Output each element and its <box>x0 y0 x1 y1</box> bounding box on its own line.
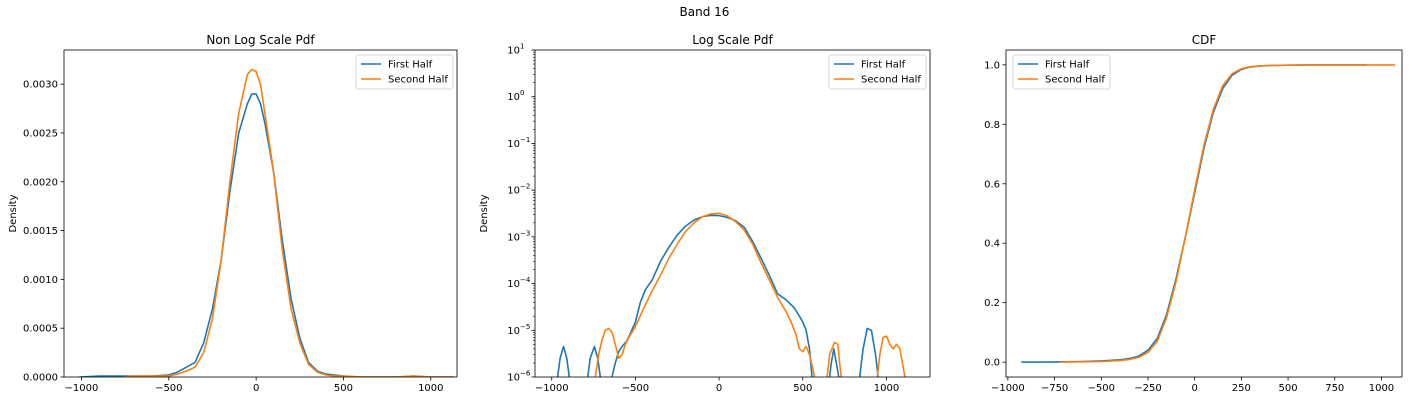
x-tick-label: −1000 <box>991 383 1025 394</box>
series-line-second-half-seg-0 <box>122 68 455 377</box>
x-tick-label: 250 <box>1232 383 1251 394</box>
series-line-second-half-seg-2 <box>876 335 906 377</box>
y-tick-label: 0.0000 <box>23 373 58 384</box>
y-tick-label: 0.0020 <box>23 177 58 188</box>
legend-label: First Half <box>1045 60 1090 71</box>
y-axis-label: Density <box>8 194 19 232</box>
y-tick-label: 10 <box>507 139 520 150</box>
legend-label: Second Half <box>861 75 921 86</box>
y-tick-label: 1.0 <box>984 60 1000 71</box>
legend-label: First Half <box>861 60 906 71</box>
x-tick-label: 500 <box>334 383 353 394</box>
x-tick-label: 750 <box>1325 383 1344 394</box>
y-axis-label: Density <box>479 194 490 232</box>
y-tick-exponent: 1 <box>520 43 524 51</box>
legend: First Half Second Half <box>1012 54 1111 90</box>
series-group <box>1021 64 1396 363</box>
y-tick-label: 0.6 <box>984 179 1000 190</box>
x-tick-label: 1000 <box>874 383 899 394</box>
x-tick-label: 1000 <box>1369 383 1394 394</box>
series-group <box>78 68 455 377</box>
y-tick-label: 0.0 <box>984 358 1000 369</box>
x-tick-label: 0 <box>1191 383 1197 394</box>
legend-label: Second Half <box>388 75 448 86</box>
chart-title: CDF <box>1192 33 1217 47</box>
y-tick-label: 0.0030 <box>23 80 58 91</box>
y-tick-exponent: −2 <box>520 183 530 191</box>
series-line-second-half-seg-1 <box>826 341 843 377</box>
series-line-second-half-seg-0 <box>594 212 816 377</box>
chart-panel-2: Log Scale Pdf−1000 −500 0 500 100010−610−510… <box>479 33 931 394</box>
x-tick-label: −500 <box>622 383 649 394</box>
axes-frame <box>534 49 931 378</box>
figure-title: Band 16 <box>679 5 730 19</box>
y-tick-exponent: 0 <box>520 89 524 97</box>
y-tick-label: 0.8 <box>984 120 1000 131</box>
y-tick-exponent: −4 <box>520 276 531 284</box>
series-line-first-half-seg-0 <box>1021 64 1368 363</box>
x-tick-label: −500 <box>155 383 182 394</box>
x-tick-label: 500 <box>1279 383 1298 394</box>
y-tick-label: 0.4 <box>984 239 1000 250</box>
legend-label: First Half <box>388 60 433 71</box>
y-tick-label: 10 <box>507 279 520 290</box>
chart-panel-1: Non Log Scale Pdf −1000 −500 0 500 1000 0.0000… <box>8 33 458 394</box>
chart-title: Non Log Scale Pdf <box>206 33 315 47</box>
y-tick-label: 10 <box>507 373 520 384</box>
series-line-first-half-seg-1 <box>586 345 602 377</box>
y-tick-label: 10 <box>507 46 520 57</box>
chart-title: Log Scale Pdf <box>692 33 773 47</box>
series-group <box>556 212 906 377</box>
y-tick-label: 0.0015 <box>23 226 58 237</box>
x-tick-label: 500 <box>793 383 812 394</box>
y-tick-exponent: −5 <box>520 323 530 331</box>
y-tick-label: 10 <box>507 186 520 197</box>
series-line-second-half-seg-0 <box>1060 64 1396 363</box>
series-line-first-half-seg-0 <box>78 93 455 377</box>
x-tick-label: −1000 <box>535 383 569 394</box>
y-tick-label: 0.2 <box>984 298 1000 309</box>
x-tick-label: 0 <box>253 383 259 394</box>
x-tick-label: −250 <box>1134 383 1161 394</box>
series-line-first-half-seg-2 <box>611 214 813 377</box>
x-tick-label: −1000 <box>65 383 99 394</box>
y-tick-exponent: −1 <box>520 136 530 144</box>
series-line-first-half-seg-3 <box>828 348 840 377</box>
y-tick-label: 10 <box>507 92 520 103</box>
x-tick-label: −750 <box>1041 383 1068 394</box>
axes-frame <box>63 49 458 378</box>
y-tick-label: 10 <box>507 232 520 243</box>
axes-frame <box>1005 49 1403 378</box>
x-tick-label: −500 <box>1088 383 1115 394</box>
x-tick-label: 1000 <box>418 383 443 394</box>
y-tick-exponent: −6 <box>520 370 531 378</box>
x-tick-label: 0 <box>716 383 722 394</box>
legend-label: Second Half <box>1045 75 1105 86</box>
y-tick-exponent: −3 <box>520 229 530 237</box>
chart-panel-3: CDF −1000 −750 −500 −250 0 250 500 750 1000 0.0 0.2… <box>984 33 1403 394</box>
y-tick-label: 10 <box>507 326 520 337</box>
legend: First Half Second Half <box>828 54 927 90</box>
y-tick-label: 0.0025 <box>23 128 58 139</box>
y-tick-label: 0.0010 <box>23 275 58 286</box>
series-line-first-half-seg-4 <box>858 327 879 377</box>
series-line-first-half-seg-0 <box>556 345 571 377</box>
y-tick-label: 0.0005 <box>23 324 58 335</box>
legend: First Half Second Half <box>355 54 454 90</box>
